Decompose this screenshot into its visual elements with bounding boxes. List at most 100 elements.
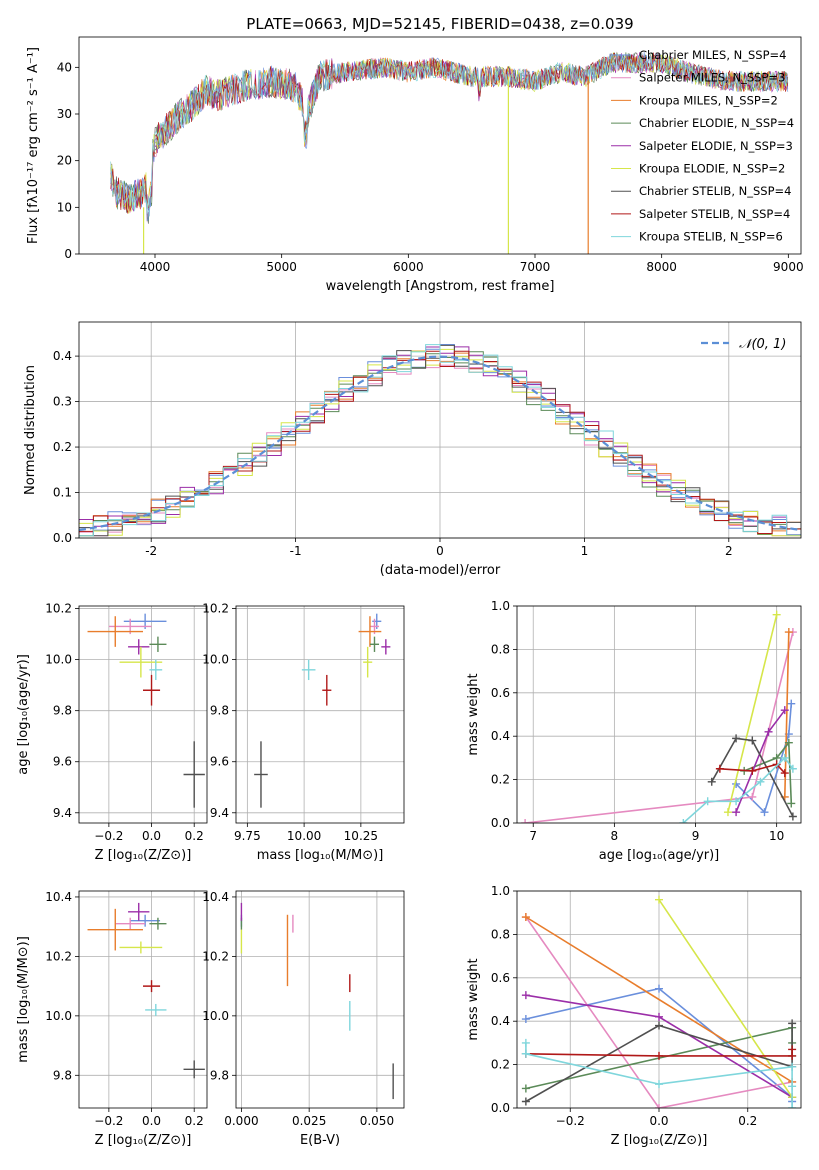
chart-residuals: -2 -1 0 1 2 0.0 0.1 0.2 0.3 0.4 (data-model)/error…: [23, 321, 802, 578]
errorbar-point-elodie_chabrier: [149, 917, 167, 930]
y-tick-label: 10.0: [202, 653, 229, 667]
weight-marker: [521, 991, 530, 1000]
y-tick-label: 0.4: [53, 349, 72, 363]
weight-line-stelib_kroupa: [682, 756, 794, 823]
weight-marker: [787, 799, 796, 808]
chart-title: PLATE=0663, MJD=52145, FIBERID=0438, z=0…: [246, 15, 633, 33]
weight-marker: [784, 738, 793, 747]
errorbar-point-stelib_salpeter: [143, 980, 161, 993]
y-tick-label: 0: [64, 247, 72, 261]
x-tick-label: 9: [692, 829, 700, 843]
y-tick-label: 0.2: [491, 773, 510, 787]
x-tick-label: 8000: [646, 260, 677, 274]
plot-area: [87, 613, 205, 808]
errorbar-point-miles_kroupa: [358, 616, 382, 647]
histogram-stelib_kroupa: [79, 344, 801, 538]
y-tick-label: 10.4: [202, 890, 229, 904]
weight-marker: [772, 760, 781, 769]
x-tick-label: 10.25: [344, 829, 378, 843]
x-tick-label: 0.2: [185, 1114, 204, 1128]
chart-age_vs_mass: 9.75 10.00 10.25 9.4 9.6 9.8 10.0 10.2 mass [log…: [202, 602, 405, 863]
y-tick-label: 10.0: [45, 653, 72, 667]
legend-label: Kroupa ELODIE, N_SSP=2: [639, 162, 785, 176]
y-axis-label: Flux [fλ10⁻¹⁷ erg cm⁻² s⁻¹ A⁻¹]: [26, 47, 41, 244]
y-tick-label: 20: [57, 154, 72, 168]
weight-marker: [707, 777, 716, 786]
chart-mass_vs_ebv: 0.000 0.025 0.050 9.8 10.0 10.2 10.4 E(B-V): [202, 890, 405, 1148]
x-tick-label: 0.025: [292, 1114, 326, 1128]
x-tick-label: 0.050: [360, 1114, 394, 1128]
weight-line-stelib_chabrier: [711, 737, 794, 817]
errorbar-point-elodie_kroupa: [119, 941, 163, 954]
weight-marker: [772, 610, 781, 619]
y-tick-label: 10.2: [202, 949, 229, 963]
normal-curve: [79, 355, 801, 532]
weight-marker: [679, 819, 688, 823]
weight-marker: [787, 699, 796, 708]
x-tick-label: −0.2: [94, 829, 123, 843]
weight-marker: [521, 913, 530, 922]
y-tick-label: 10.2: [202, 602, 229, 616]
weight-marker: [788, 812, 797, 821]
weight-marker: [521, 1084, 530, 1093]
errorbar-point-elodie_chabrier: [369, 636, 380, 652]
errorbar-point-stelib_chabrier: [254, 741, 268, 808]
weight-marker: [521, 819, 530, 823]
plot-area: [254, 613, 391, 808]
x-tick-label: −0.2: [94, 1114, 123, 1128]
y-tick-label: 9.8: [53, 1068, 72, 1082]
y-axis-label: Normed distribution: [23, 365, 38, 495]
weight-line-miles_kroupa: [525, 916, 793, 1083]
errorbar-point-elodie_chabrier: [149, 636, 167, 652]
y-tick-label: 0.0: [491, 1101, 510, 1115]
x-tick-label: 0.2: [185, 829, 204, 843]
axes-frame: [78, 605, 208, 824]
y-tick-label: 0.8: [491, 927, 510, 941]
y-axis-label: mass weight: [466, 958, 481, 1040]
x-tick-label: 0.000: [224, 1114, 258, 1128]
weight-marker: [788, 1082, 797, 1091]
weight-marker: [780, 706, 789, 715]
weight-marker: [732, 734, 741, 743]
weight-marker: [784, 628, 793, 637]
weight-line-miles_salpeter: [525, 916, 793, 1108]
weight-line-stelib_salpeter: [719, 763, 786, 774]
x-tick-label: 6000: [393, 260, 424, 274]
weight-marker: [748, 736, 757, 745]
y-tick-label: 1.0: [491, 884, 510, 898]
y-tick-label: 10: [57, 200, 72, 214]
weight-marker: [780, 769, 789, 778]
weight-marker: [521, 1038, 530, 1047]
y-tick-label: 9.8: [210, 704, 229, 718]
x-tick-label: 5000: [266, 260, 297, 274]
legend-label: Chabrier STELIB, N_SSP=4: [639, 184, 791, 198]
y-axis-label: mass weight: [466, 673, 481, 755]
weight-marker: [788, 1062, 797, 1071]
legend-label: 𝒩(0, 1): [739, 337, 786, 352]
y-tick-label: 0.1: [53, 486, 72, 500]
legend-label: Salpeter MILES, N_SSP=3: [639, 71, 785, 85]
errorbar-point-stelib_chabrier: [183, 1060, 205, 1079]
x-tick-label: 2: [725, 544, 733, 558]
chart-weight_vs_age: 7 8 9 10 0.0 0.2 0.4 0.6 0.8 1.0 age [log₁₀(age/yr…: [466, 599, 802, 863]
errorbar-point-elodie_salpeter: [128, 902, 150, 921]
plot-area: [79, 344, 801, 538]
errorbar-point-stelib_kroupa: [301, 659, 316, 681]
weight-line-elodie_kroupa: [727, 614, 778, 813]
x-axis-label: Z [log₁₀(Z/Z⊙)]: [95, 1133, 192, 1148]
weight-marker: [521, 1049, 530, 1058]
x-tick-label: 0.2: [738, 1114, 757, 1128]
y-tick-label: 10.2: [45, 602, 72, 616]
y-tick-label: 0.4: [491, 1014, 510, 1028]
errorbar-point-elodie_salpeter: [128, 639, 150, 655]
y-tick-label: 0.2: [491, 1058, 510, 1072]
chart-weight_vs_Z: −0.2 0.0 0.2 0.0 0.2 0.4 0.6 0.8 1.0 Z [log₁₀(Z/Z…: [466, 884, 802, 1148]
axes-frame: [78, 36, 802, 255]
y-tick-label: 9.8: [53, 704, 72, 718]
x-tick-label: 4000: [140, 260, 171, 274]
y-tick-label: 0.0: [53, 531, 72, 545]
weight-marker: [703, 797, 712, 806]
x-tick-label: −0.2: [556, 1114, 585, 1128]
x-tick-label: 0.0: [142, 1114, 161, 1128]
weight-marker: [732, 797, 741, 806]
